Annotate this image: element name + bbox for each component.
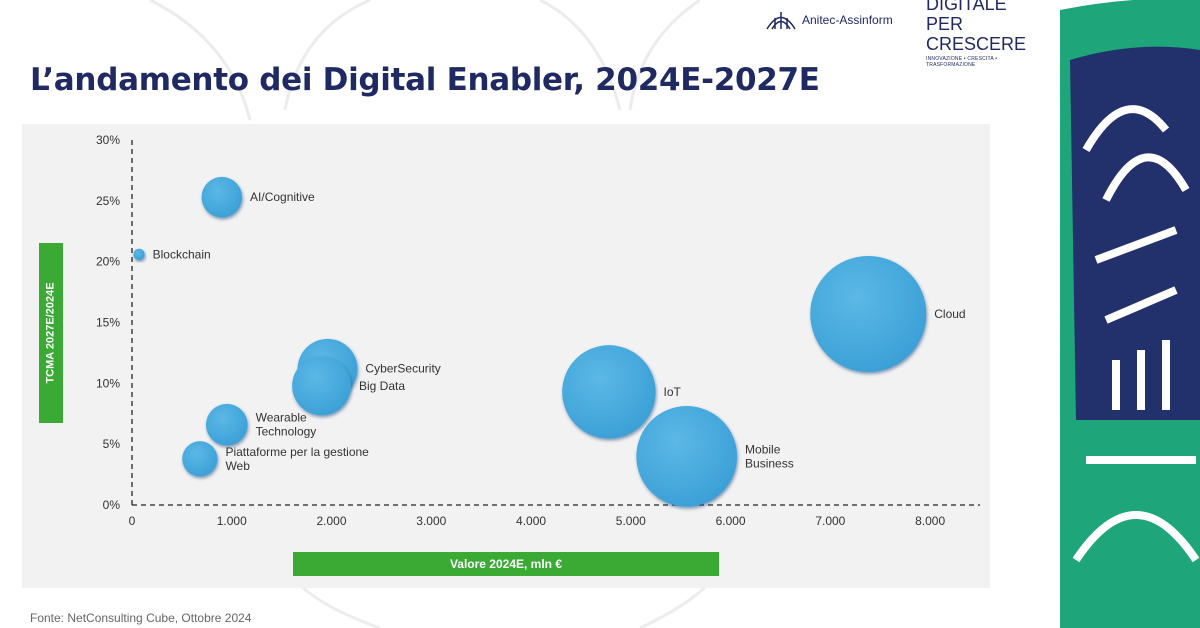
bubble-label: Cloud <box>934 307 965 321</box>
x-tick-label: 3.000 <box>416 514 446 528</box>
anitec-logo-mark-icon <box>766 12 796 30</box>
bubble-label: Big Data <box>359 379 405 393</box>
bubble-label: Wearable <box>256 411 307 425</box>
bubble-label: Mobile <box>745 442 781 456</box>
source-note: Fonte: NetConsulting Cube, Ottobre 2024 <box>30 611 252 625</box>
dpc-line2: PER CRESCERE <box>926 14 1027 54</box>
bubble-label: Business <box>745 456 794 470</box>
x-tick-label: 4.000 <box>516 514 546 528</box>
y-tick-label: 30% <box>96 133 120 147</box>
chart-point-labels: AI/Cognitive Blockchain CyberSecurity Big D… <box>153 190 966 473</box>
bubble-chart: 0 1.000 2.000 3.000 4.000 5.000 6.000 7.000 8.00… <box>96 133 980 528</box>
y-tick-label: 25% <box>96 194 120 208</box>
bubble-label: Web <box>225 459 250 473</box>
y-axis-label-box: TCMA 2027E/2024E <box>39 243 63 423</box>
bubble-label: CyberSecurity <box>365 362 440 376</box>
bubble-label: IoT <box>664 385 682 399</box>
x-tick-label: 7.000 <box>815 514 845 528</box>
bubble-point <box>182 441 218 477</box>
bubble-point <box>636 405 738 507</box>
y-tick-label: 15% <box>96 316 120 330</box>
dpc-line1: DIGITALE <box>926 0 1007 14</box>
bubble-point <box>292 356 351 416</box>
bubble-label: Piattaforme per la gestione <box>225 445 369 459</box>
bubble-point <box>201 176 243 218</box>
x-axis-label: Valore 2024E, mln € <box>449 557 563 571</box>
chart-panel: 0 1.000 2.000 3.000 4.000 5.000 6.000 7.000 8.00… <box>22 124 990 588</box>
y-axis-label: TCMA 2027E/2024E <box>45 282 57 384</box>
y-tick-label: 5% <box>103 437 121 451</box>
y-tick-label: 10% <box>96 376 120 390</box>
decorative-logo-band <box>1060 0 1200 628</box>
bubble-label: AI/Cognitive <box>250 190 315 204</box>
bubble-point <box>810 255 927 372</box>
x-tick-label: 0 <box>129 514 136 528</box>
digitale-per-crescere-logo: DIGITALE PER CRESCERE INNOVAZIONE • CRES… <box>926 0 1046 68</box>
x-tick-label: 1.000 <box>217 514 247 528</box>
anitec-logo-text: Anitec-Assinform <box>802 13 893 27</box>
chart-bubbles <box>133 176 927 507</box>
y-tick-label: 0% <box>103 498 121 512</box>
x-tick-label: 8.000 <box>915 514 945 528</box>
y-tick-label: 20% <box>96 255 120 269</box>
x-axis-label-box: Valore 2024E, mln € <box>293 552 719 576</box>
bubble-label: Technology <box>256 425 317 439</box>
bubble-point <box>562 345 656 439</box>
dpc-tagline: INNOVAZIONE • CRESCITA • TRASFORMAZIONE <box>926 56 998 68</box>
anitec-logo: Anitec-Assinform <box>764 0 893 30</box>
x-tick-label: 5.000 <box>616 514 646 528</box>
page-title: L’andamento dei Digital Enabler, 2024E-2… <box>30 62 820 98</box>
x-tick-label: 2.000 <box>317 514 347 528</box>
bubble-label: Blockchain <box>153 247 211 261</box>
bubble-point <box>133 248 145 261</box>
x-tick-label: 6.000 <box>716 514 746 528</box>
bubble-point <box>205 403 248 446</box>
chart-axes: 0 1.000 2.000 3.000 4.000 5.000 6.000 7.000 8.00… <box>96 133 980 528</box>
